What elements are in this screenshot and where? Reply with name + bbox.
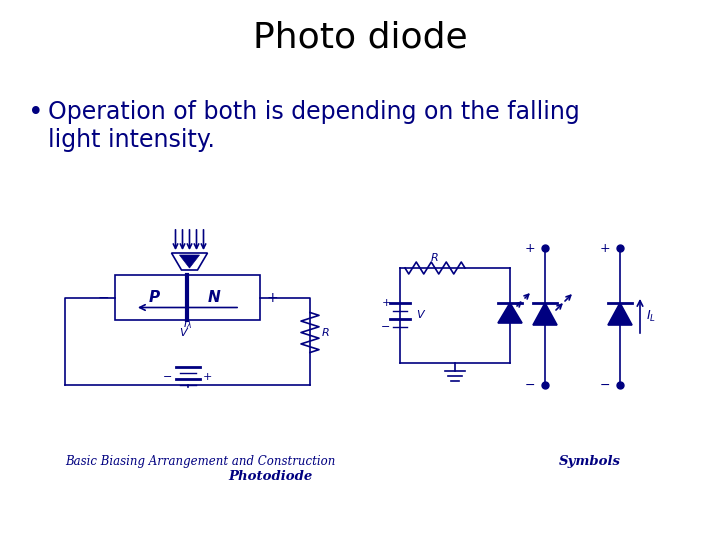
Text: +: +: [203, 372, 212, 382]
Text: Symbols: Symbols: [559, 456, 621, 469]
Text: $I_L$: $I_L$: [646, 308, 656, 323]
Text: •: •: [28, 100, 44, 126]
Text: +: +: [382, 298, 391, 308]
Text: P: P: [148, 290, 160, 305]
Text: +: +: [266, 291, 278, 305]
Polygon shape: [608, 303, 632, 325]
Text: $I_\lambda$: $I_\lambda$: [183, 318, 192, 332]
Text: −: −: [600, 379, 610, 392]
Text: −: −: [163, 372, 172, 382]
Polygon shape: [171, 253, 207, 270]
Text: Operation of both is depending on the falling
light intensity.: Operation of both is depending on the fa…: [48, 100, 580, 152]
Polygon shape: [498, 303, 522, 323]
Text: −: −: [97, 291, 109, 305]
Text: R: R: [322, 327, 330, 338]
Text: V: V: [179, 327, 186, 338]
Text: +: +: [599, 241, 610, 254]
Text: −: −: [524, 379, 535, 392]
Text: Photo diode: Photo diode: [253, 21, 467, 55]
Bar: [115, 275, 260, 320]
Text: Photodiode: Photodiode: [228, 470, 312, 483]
Text: R: R: [431, 253, 439, 263]
Polygon shape: [533, 303, 557, 325]
Text: +: +: [524, 241, 535, 254]
Text: N: N: [207, 290, 220, 305]
Text: V: V: [416, 310, 423, 320]
Text: −: −: [382, 322, 391, 332]
Polygon shape: [179, 255, 199, 268]
Text: Basic Biasing Arrangement and Construction: Basic Biasing Arrangement and Constructi…: [65, 456, 336, 469]
